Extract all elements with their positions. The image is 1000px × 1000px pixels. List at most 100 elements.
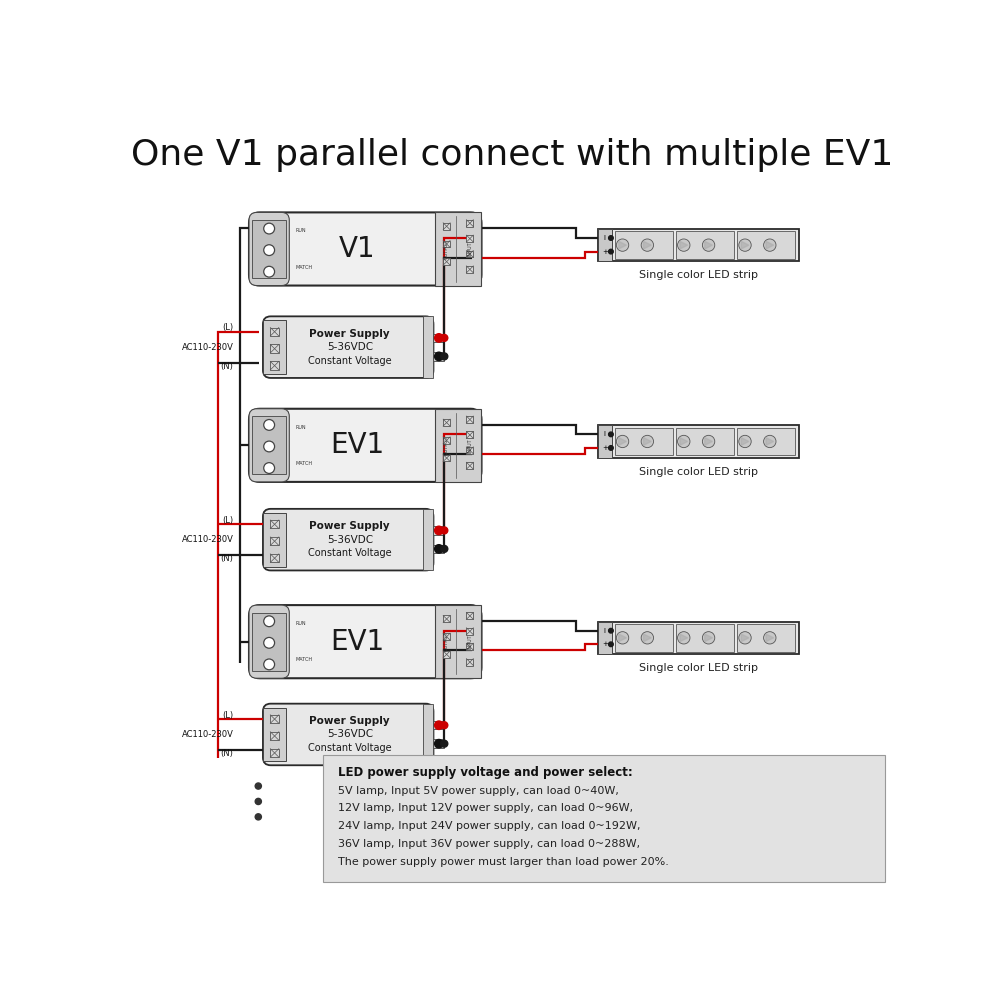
Polygon shape bbox=[619, 241, 626, 249]
Text: I: I bbox=[604, 628, 606, 634]
FancyBboxPatch shape bbox=[249, 605, 289, 678]
Circle shape bbox=[441, 527, 448, 534]
Bar bbox=[435, 605, 481, 678]
Circle shape bbox=[264, 637, 275, 648]
Bar bbox=[252, 613, 286, 671]
Text: Constant Voltage: Constant Voltage bbox=[308, 548, 392, 558]
Circle shape bbox=[616, 239, 629, 251]
Polygon shape bbox=[680, 241, 688, 249]
Bar bbox=[598, 425, 799, 458]
Bar bbox=[435, 212, 481, 286]
Polygon shape bbox=[680, 634, 688, 642]
Text: 36V lamp, Input 36V power supply, can load 0~288W,: 36V lamp, Input 36V power supply, can lo… bbox=[338, 839, 640, 849]
Bar bbox=[443, 437, 450, 444]
Circle shape bbox=[264, 223, 275, 234]
Circle shape bbox=[255, 814, 261, 820]
Text: (N): (N) bbox=[221, 749, 234, 758]
Circle shape bbox=[441, 353, 448, 360]
Polygon shape bbox=[643, 634, 651, 642]
Bar bbox=[737, 624, 795, 652]
Text: RUN: RUN bbox=[296, 621, 306, 626]
Polygon shape bbox=[705, 634, 712, 642]
Polygon shape bbox=[741, 634, 749, 642]
Circle shape bbox=[616, 632, 629, 644]
Bar bbox=[466, 431, 473, 438]
Circle shape bbox=[435, 352, 443, 361]
Bar bbox=[598, 229, 612, 261]
Bar bbox=[466, 628, 473, 635]
Circle shape bbox=[435, 739, 443, 748]
Bar bbox=[433, 739, 444, 748]
Bar bbox=[433, 545, 444, 553]
Circle shape bbox=[764, 435, 776, 448]
Circle shape bbox=[609, 432, 613, 437]
Bar bbox=[676, 624, 734, 652]
Polygon shape bbox=[766, 634, 774, 642]
Bar bbox=[466, 643, 473, 650]
Bar bbox=[443, 455, 450, 461]
Circle shape bbox=[609, 236, 613, 240]
Bar bbox=[252, 220, 286, 278]
Bar bbox=[466, 416, 473, 423]
Polygon shape bbox=[741, 438, 749, 445]
Text: The power supply power must larger than load power 20%.: The power supply power must larger than … bbox=[338, 857, 669, 867]
Bar bbox=[466, 447, 473, 454]
Bar bbox=[466, 659, 473, 666]
Bar bbox=[433, 334, 444, 342]
Text: INPUT: INPUT bbox=[467, 242, 472, 256]
Circle shape bbox=[702, 632, 715, 644]
Bar bbox=[323, 755, 885, 882]
Bar bbox=[598, 425, 612, 458]
Bar bbox=[443, 651, 450, 658]
Circle shape bbox=[764, 632, 776, 644]
Circle shape bbox=[609, 628, 613, 633]
Bar bbox=[466, 612, 473, 619]
Text: 5-36VDC: 5-36VDC bbox=[327, 729, 373, 739]
Bar bbox=[466, 235, 473, 242]
Bar bbox=[598, 622, 612, 654]
Bar bbox=[433, 526, 444, 535]
Text: +: + bbox=[602, 641, 608, 647]
Circle shape bbox=[435, 721, 443, 729]
Bar bbox=[270, 715, 279, 723]
Text: I: I bbox=[604, 235, 606, 241]
Text: EV1: EV1 bbox=[330, 628, 385, 656]
Text: OUTPUT: OUTPUT bbox=[444, 239, 449, 259]
Circle shape bbox=[739, 239, 751, 251]
Text: +: + bbox=[602, 249, 608, 255]
Bar bbox=[263, 320, 286, 374]
Polygon shape bbox=[705, 438, 712, 445]
Text: Constant Voltage: Constant Voltage bbox=[308, 356, 392, 366]
Circle shape bbox=[764, 239, 776, 251]
Circle shape bbox=[435, 545, 443, 553]
Bar bbox=[676, 231, 734, 259]
Bar bbox=[270, 554, 279, 562]
Bar bbox=[263, 708, 286, 761]
Polygon shape bbox=[643, 241, 651, 249]
FancyBboxPatch shape bbox=[249, 605, 482, 678]
Circle shape bbox=[739, 435, 751, 448]
Text: (L): (L) bbox=[222, 323, 234, 332]
Text: AC110-230V: AC110-230V bbox=[182, 535, 234, 544]
FancyBboxPatch shape bbox=[249, 409, 482, 482]
FancyBboxPatch shape bbox=[263, 704, 433, 765]
Text: Power Supply: Power Supply bbox=[309, 521, 390, 531]
Circle shape bbox=[616, 435, 629, 448]
Circle shape bbox=[641, 435, 654, 448]
Bar bbox=[443, 633, 450, 640]
Bar bbox=[270, 361, 279, 370]
FancyBboxPatch shape bbox=[263, 509, 433, 570]
Text: 5V lamp, Input 5V power supply, can load 0~40W,: 5V lamp, Input 5V power supply, can load… bbox=[338, 786, 619, 796]
Text: INPUT: INPUT bbox=[467, 634, 472, 649]
Circle shape bbox=[264, 420, 275, 430]
Text: (N): (N) bbox=[221, 362, 234, 371]
Circle shape bbox=[435, 334, 443, 342]
Circle shape bbox=[264, 441, 275, 452]
Bar bbox=[443, 223, 450, 230]
Bar bbox=[443, 615, 450, 622]
Bar bbox=[598, 229, 799, 261]
Bar bbox=[270, 328, 279, 336]
Bar bbox=[466, 266, 473, 273]
Text: +: + bbox=[602, 445, 608, 451]
Circle shape bbox=[264, 245, 275, 256]
